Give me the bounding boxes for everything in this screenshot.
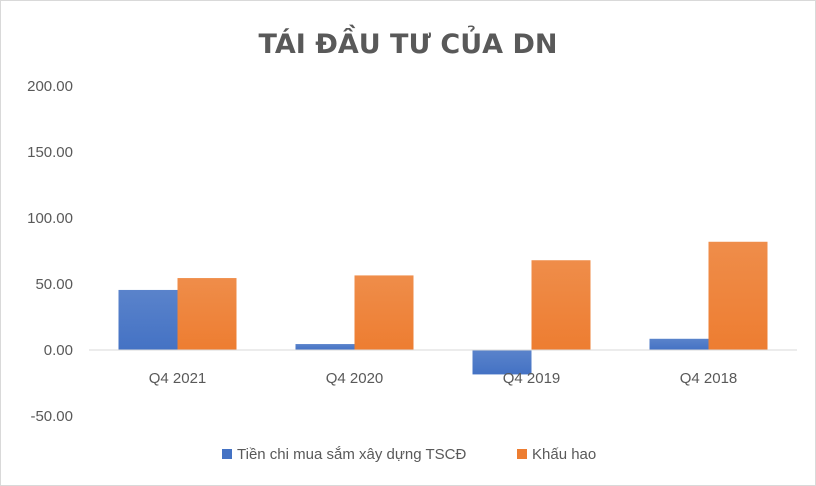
y-tick-label: 100.00 bbox=[27, 210, 73, 227]
y-tick-label: 200.00 bbox=[27, 78, 73, 95]
y-tick-label: -50.00 bbox=[30, 408, 73, 425]
x-tick-label: Q4 2020 bbox=[326, 370, 384, 387]
legend-label-1: Khấu hao bbox=[532, 446, 596, 463]
x-tick-label: Q4 2018 bbox=[680, 370, 738, 387]
bar-khau-hao-0 bbox=[177, 278, 237, 350]
y-tick-label: 150.00 bbox=[27, 144, 73, 161]
legend-swatch-0 bbox=[222, 449, 232, 459]
bar-tscd-2 bbox=[472, 350, 532, 375]
y-axis: 200.00 150.00 100.00 50.00 0.00 -50.00 bbox=[27, 78, 73, 425]
chart-title: TÁI ĐẦU TƯ CỦA DN bbox=[259, 24, 558, 60]
bar-khau-hao-1 bbox=[354, 275, 414, 350]
x-tick-label: Q4 2019 bbox=[503, 370, 561, 387]
bar-tscd-0 bbox=[118, 289, 178, 350]
y-tick-label: 50.00 bbox=[35, 276, 73, 293]
bars bbox=[118, 241, 768, 375]
legend-label-0: Tiền chi mua sắm xây dựng TSCĐ bbox=[237, 446, 466, 463]
x-axis-labels: Q4 2021 Q4 2020 Q4 2019 Q4 2018 bbox=[149, 370, 738, 387]
y-tick-label: 0.00 bbox=[44, 342, 73, 359]
bar-tscd-1 bbox=[295, 344, 355, 350]
legend: Tiền chi mua sắm xây dựng TSCĐ Khấu hao bbox=[222, 446, 596, 463]
x-tick-label: Q4 2021 bbox=[149, 370, 207, 387]
bar-khau-hao-3 bbox=[708, 241, 768, 350]
legend-swatch-1 bbox=[517, 449, 527, 459]
bar-khau-hao-2 bbox=[531, 260, 591, 350]
bar-tscd-3 bbox=[649, 338, 709, 350]
